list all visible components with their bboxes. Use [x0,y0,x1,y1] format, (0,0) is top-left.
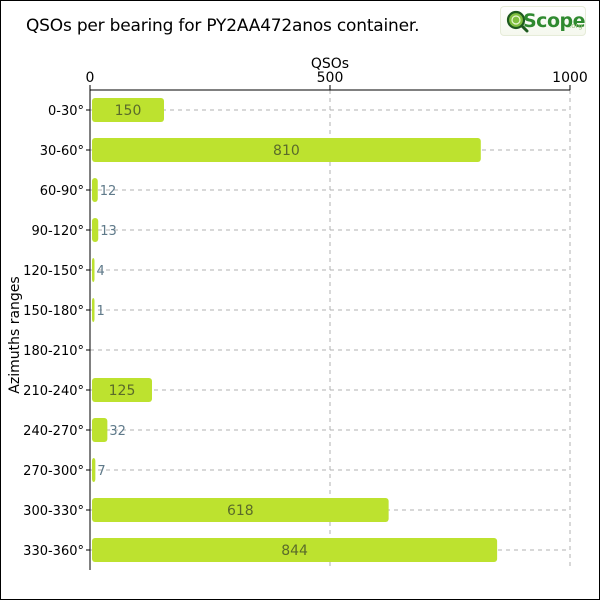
bar [92,218,99,242]
logo-suffix: .org [569,22,583,30]
magnifier-icon [506,10,529,33]
x-tick-label: 0 [86,70,95,86]
category-label: 180-210° [23,344,84,359]
category-label: 120-150° [23,264,84,279]
data-label: 810 [273,143,300,159]
x-tick-label: 500 [317,70,344,86]
bar [92,498,389,522]
data-label: 32 [109,424,126,439]
category-label: 150-180° [23,304,84,319]
bar [92,98,164,122]
bar [92,298,95,322]
x-axis-label: QSOs [311,56,349,72]
data-label: 1 [97,304,105,319]
category-label: 90-120° [31,224,84,239]
data-label: 12 [100,184,117,199]
bar [92,178,98,202]
y-axis-label: Azimuths ranges [7,276,23,393]
category-label: 300-330° [23,504,84,519]
bar [92,138,481,162]
category-label: 30-60° [40,144,84,159]
category-label: 270-300° [23,464,84,479]
bar [92,418,108,442]
data-label: 618 [227,503,254,519]
bar [92,538,498,562]
data-label: 844 [281,543,308,559]
category-label: 240-270° [23,424,84,439]
category-label: 0-30° [48,104,84,119]
data-label: 125 [109,383,136,399]
qscope-logo[interactable]: Scope .org [500,6,586,36]
logo-text: Scope [523,10,586,32]
bar [92,458,96,482]
category-label: 210-240° [23,384,84,399]
category-label: 60-90° [40,184,84,199]
data-label: 7 [97,464,105,479]
category-label: 330-360° [23,544,84,559]
data-label: 150 [115,103,142,119]
chart-title: QSOs per bearing for PY2AA472anos contai… [26,16,420,36]
bar [92,378,152,402]
data-label: 13 [100,224,117,239]
bar [92,258,95,282]
x-tick-label: 1000 [552,70,588,86]
data-label: 4 [97,264,105,279]
